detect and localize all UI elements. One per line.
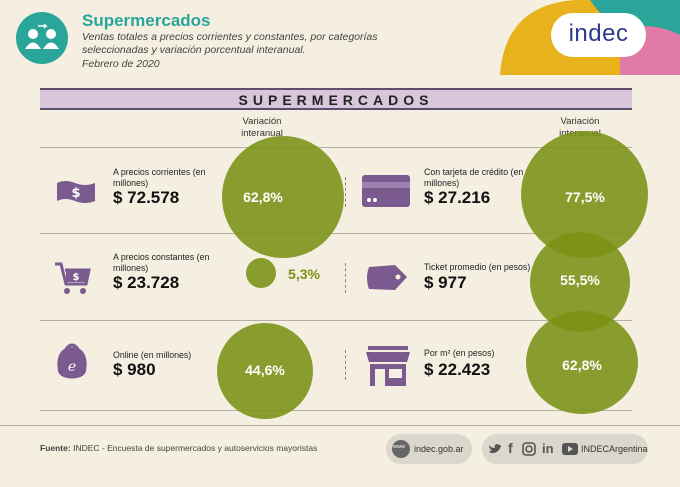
row-divider	[40, 320, 632, 321]
svg-text:$: $	[73, 272, 80, 283]
instagram-icon[interactable]	[522, 442, 536, 456]
www-badge: www	[393, 444, 405, 450]
variation-value: 5,3%	[288, 266, 320, 282]
social-links: f in INDECArgentina	[482, 434, 648, 464]
source-note: Fuente: INDEC - Encuesta de supermercado…	[40, 443, 317, 453]
metric-value: $ 72.578	[113, 188, 180, 207]
metric-label: Online (en millones)	[113, 350, 192, 360]
variation-value: 77,5%	[565, 189, 605, 205]
website-text: indec.gob.ar	[414, 444, 464, 454]
svg-text:e: e	[68, 359, 76, 375]
variation-circle	[246, 258, 276, 288]
facebook-icon[interactable]: f	[508, 440, 513, 456]
variation-value: 44,6%	[245, 362, 285, 378]
column-divider	[345, 263, 346, 293]
variation-value: 55,5%	[560, 272, 600, 288]
youtube-icon[interactable]	[562, 443, 578, 455]
twitter-icon[interactable]	[488, 442, 502, 456]
metric-label: Con tarjeta de crédito (en millones)	[424, 167, 524, 188]
logo-text: indec	[568, 20, 629, 47]
online-bag-icon: e	[56, 341, 88, 388]
variation-heading-left: Variación interanual	[241, 116, 283, 139]
svg-text:$: $	[71, 186, 80, 201]
shopping-cart-icon: $	[53, 260, 91, 303]
globe-icon	[392, 440, 410, 458]
metric-label: Ticket promedio (en pesos)	[424, 262, 531, 272]
metric-value: $ 980	[113, 360, 156, 379]
social-handle: INDECArgentina	[581, 444, 648, 454]
price-tag-icon	[365, 263, 409, 298]
page-date: Febrero de 2020	[82, 58, 160, 70]
metric-label: Por m² (en pesos)	[424, 348, 495, 358]
source-text: INDEC - Encuesta de supermercados y auto…	[73, 443, 318, 453]
row-divider	[40, 233, 632, 234]
row-divider	[40, 147, 632, 148]
row-divider	[40, 410, 632, 411]
metric-label: A precios constantes (en millones)	[113, 252, 210, 273]
banner-text: SUPERMERCADOS	[238, 92, 434, 108]
source-label: Fuente:	[40, 443, 71, 453]
variation-value: 62,8%	[562, 357, 602, 373]
credit-card-icon	[361, 174, 411, 213]
header-exchange-icon	[16, 12, 68, 64]
section-banner: SUPERMERCADOS	[40, 88, 632, 110]
variation-circle	[217, 323, 313, 419]
storefront-icon	[365, 344, 411, 393]
linkedin-icon[interactable]: in	[542, 441, 554, 456]
variation-circle	[222, 136, 344, 258]
column-divider	[345, 177, 346, 207]
variation-circle	[526, 311, 638, 414]
variation-value: 62,8%	[243, 189, 283, 205]
metric-value: $ 977	[424, 273, 467, 292]
metric-value: $ 22.423	[424, 360, 491, 379]
column-divider	[345, 350, 346, 380]
metric-value: $ 23.728	[113, 273, 180, 292]
website-link[interactable]: www indec.gob.ar	[386, 434, 472, 464]
page-subtitle: Ventas totales a precios corrientes y co…	[82, 31, 378, 56]
indec-logo[interactable]: indec	[551, 13, 646, 57]
banknote-icon: $	[55, 179, 97, 210]
metric-label: A precios corrientes (en millones)	[113, 167, 206, 188]
page-title: Supermercados	[82, 11, 211, 30]
metric-value: $ 27.216	[424, 188, 491, 207]
footer-divider	[0, 425, 680, 426]
